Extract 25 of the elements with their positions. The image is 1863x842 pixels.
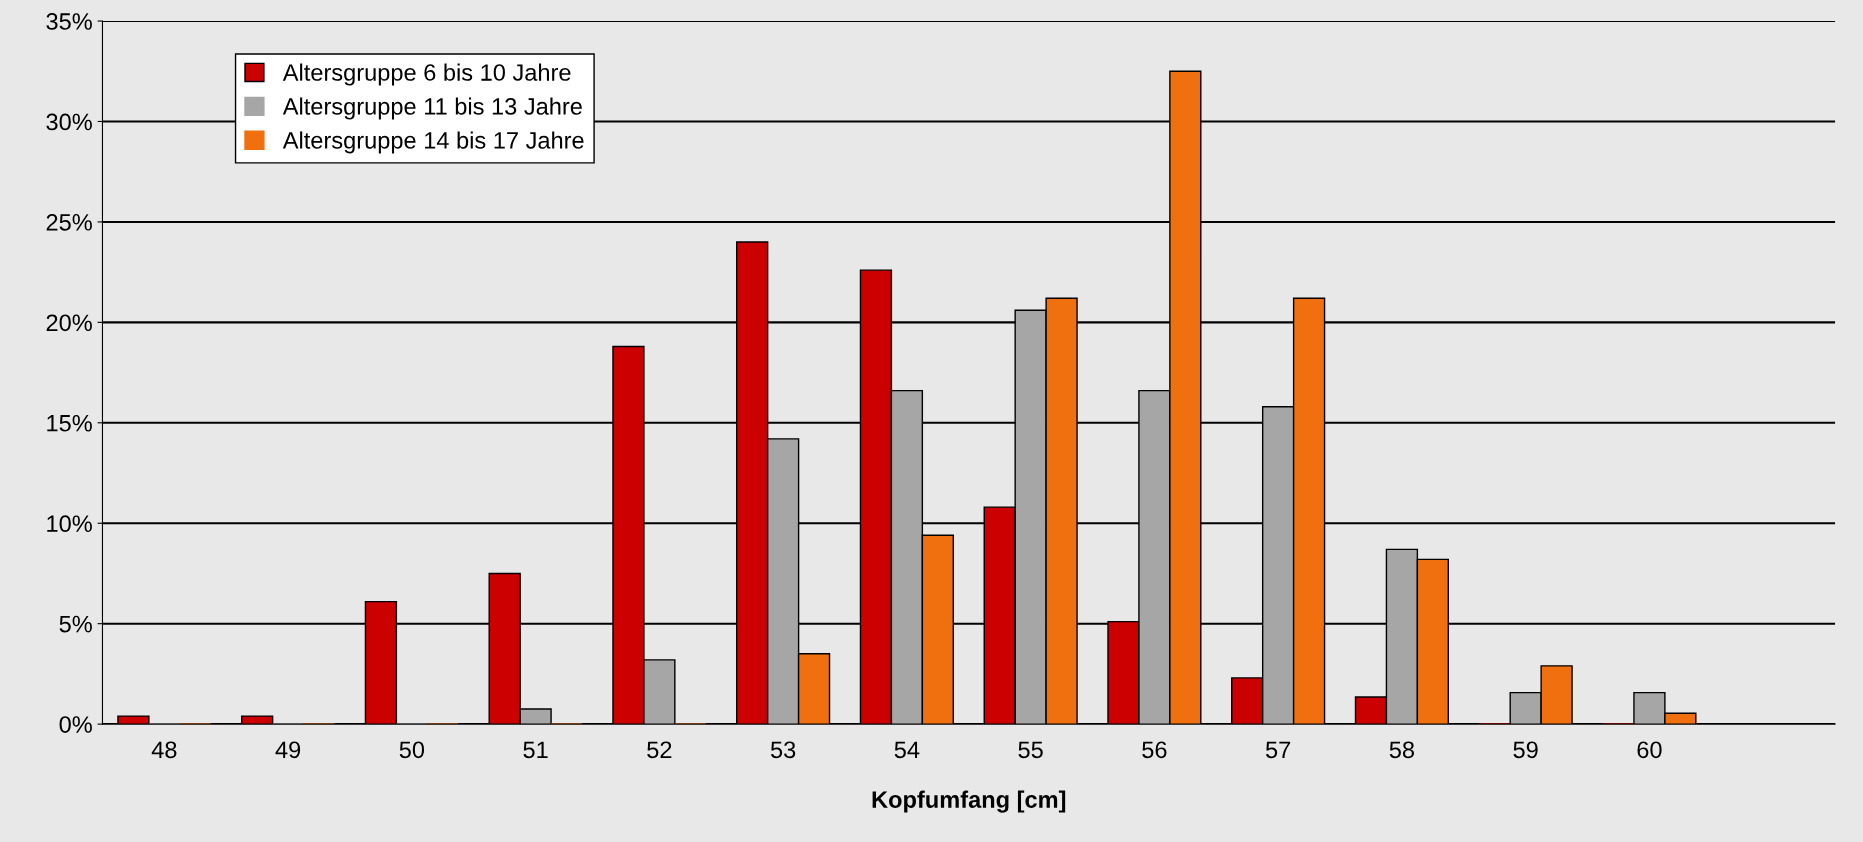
x-tick-label: 52	[647, 741, 672, 759]
y-tick-label: 30%	[46, 113, 92, 131]
x-tick-label: 50	[399, 741, 425, 759]
y-tick-label: 35%	[46, 13, 92, 30]
x-tick-label: 53	[770, 741, 796, 759]
x-tick-label: 55	[1018, 741, 1043, 759]
x-tick-label: 56	[1142, 741, 1167, 759]
y-tick-label: 25%	[46, 214, 92, 231]
x-tick-label: 51	[523, 741, 548, 759]
x-tick-label: 60	[1637, 741, 1662, 759]
legend-label: Altersgruppe 6 bis 10 Jahre	[282, 63, 571, 86]
x-tick-label: 57	[1265, 741, 1291, 759]
legend-label: Altersgruppe 11 bis 13 Jahre	[282, 97, 582, 120]
y-tick-label: 10%	[47, 515, 92, 533]
y-tick-label: 15%	[47, 414, 92, 432]
y-tick-label: 20%	[46, 314, 92, 332]
y-tick-label: 5%	[59, 615, 92, 633]
x-tick-label: 54	[894, 741, 920, 759]
x-axis-title: Kopfumfang [cm]	[872, 790, 1066, 813]
x-tick-label: 49	[275, 741, 301, 759]
x-tick-label: 59	[1513, 741, 1538, 759]
legend-label: Altersgruppe 14 bis 17 Jahre	[282, 131, 584, 154]
x-tick-label: 48	[151, 741, 177, 759]
y-tick-label: 0%	[59, 716, 92, 733]
x-tick-label: 58	[1389, 741, 1415, 759]
